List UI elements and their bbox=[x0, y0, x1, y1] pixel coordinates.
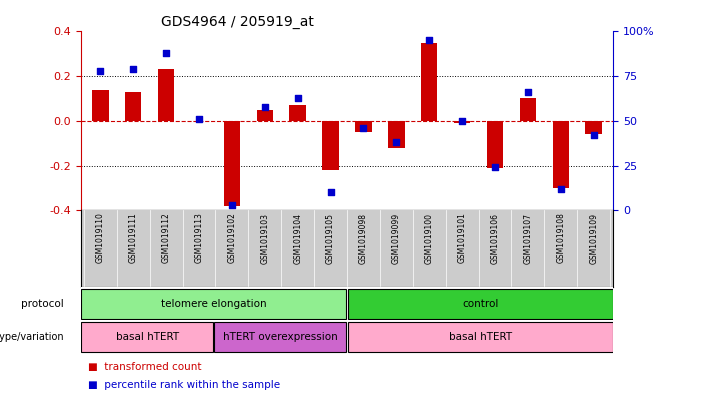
Bar bbox=[322, 121, 339, 170]
Text: GSM1019106: GSM1019106 bbox=[491, 213, 500, 264]
Point bbox=[325, 189, 336, 195]
Bar bbox=[388, 121, 404, 148]
Text: protocol: protocol bbox=[21, 299, 64, 309]
Bar bbox=[257, 110, 273, 121]
Point bbox=[358, 125, 369, 131]
Text: GSM1019102: GSM1019102 bbox=[227, 213, 236, 263]
Bar bbox=[92, 90, 109, 121]
Point bbox=[588, 132, 599, 138]
Bar bbox=[552, 121, 569, 188]
Text: GSM1019101: GSM1019101 bbox=[458, 213, 467, 263]
Text: basal hTERT: basal hTERT bbox=[449, 332, 512, 342]
Point bbox=[489, 164, 501, 171]
Text: basal hTERT: basal hTERT bbox=[116, 332, 179, 342]
Bar bbox=[158, 70, 175, 121]
Text: GSM1019109: GSM1019109 bbox=[589, 213, 598, 264]
Text: GSM1019100: GSM1019100 bbox=[425, 213, 434, 264]
Text: GSM1019112: GSM1019112 bbox=[162, 213, 170, 263]
Text: hTERT overexpression: hTERT overexpression bbox=[223, 332, 338, 342]
Text: GDS4964 / 205919_at: GDS4964 / 205919_at bbox=[161, 15, 313, 29]
Text: ■  transformed count: ■ transformed count bbox=[88, 362, 201, 373]
Text: control: control bbox=[462, 299, 498, 309]
Bar bbox=[519, 99, 536, 121]
Text: GSM1019099: GSM1019099 bbox=[392, 213, 401, 264]
Text: GSM1019103: GSM1019103 bbox=[260, 213, 269, 264]
Point bbox=[128, 66, 139, 72]
Text: GSM1019108: GSM1019108 bbox=[557, 213, 565, 263]
Bar bbox=[81, 322, 213, 352]
Text: GSM1019098: GSM1019098 bbox=[359, 213, 368, 264]
Point bbox=[259, 103, 271, 110]
Point bbox=[161, 50, 172, 56]
Bar bbox=[348, 288, 613, 319]
Bar bbox=[215, 322, 346, 352]
Bar bbox=[290, 105, 306, 121]
Point bbox=[193, 116, 205, 122]
Point bbox=[95, 68, 106, 74]
Text: telomere elongation: telomere elongation bbox=[161, 299, 266, 309]
Text: GSM1019105: GSM1019105 bbox=[326, 213, 335, 264]
Bar bbox=[486, 121, 503, 168]
Bar bbox=[81, 288, 346, 319]
Point bbox=[390, 139, 402, 145]
Text: GSM1019107: GSM1019107 bbox=[524, 213, 532, 264]
Bar bbox=[421, 42, 437, 121]
Bar bbox=[454, 121, 470, 123]
Point bbox=[522, 89, 533, 95]
Bar bbox=[224, 121, 240, 206]
Bar bbox=[348, 322, 613, 352]
Text: genotype/variation: genotype/variation bbox=[0, 332, 64, 342]
Text: ■  percentile rank within the sample: ■ percentile rank within the sample bbox=[88, 380, 280, 390]
Point bbox=[555, 185, 566, 192]
Text: GSM1019104: GSM1019104 bbox=[293, 213, 302, 264]
Point bbox=[292, 94, 304, 101]
Bar bbox=[355, 121, 372, 132]
Point bbox=[456, 118, 468, 124]
Bar bbox=[585, 121, 602, 134]
Point bbox=[423, 37, 435, 44]
Text: GSM1019113: GSM1019113 bbox=[194, 213, 203, 263]
Point bbox=[226, 202, 238, 208]
Text: GSM1019110: GSM1019110 bbox=[96, 213, 105, 263]
Text: GSM1019111: GSM1019111 bbox=[129, 213, 137, 263]
Bar bbox=[125, 92, 142, 121]
